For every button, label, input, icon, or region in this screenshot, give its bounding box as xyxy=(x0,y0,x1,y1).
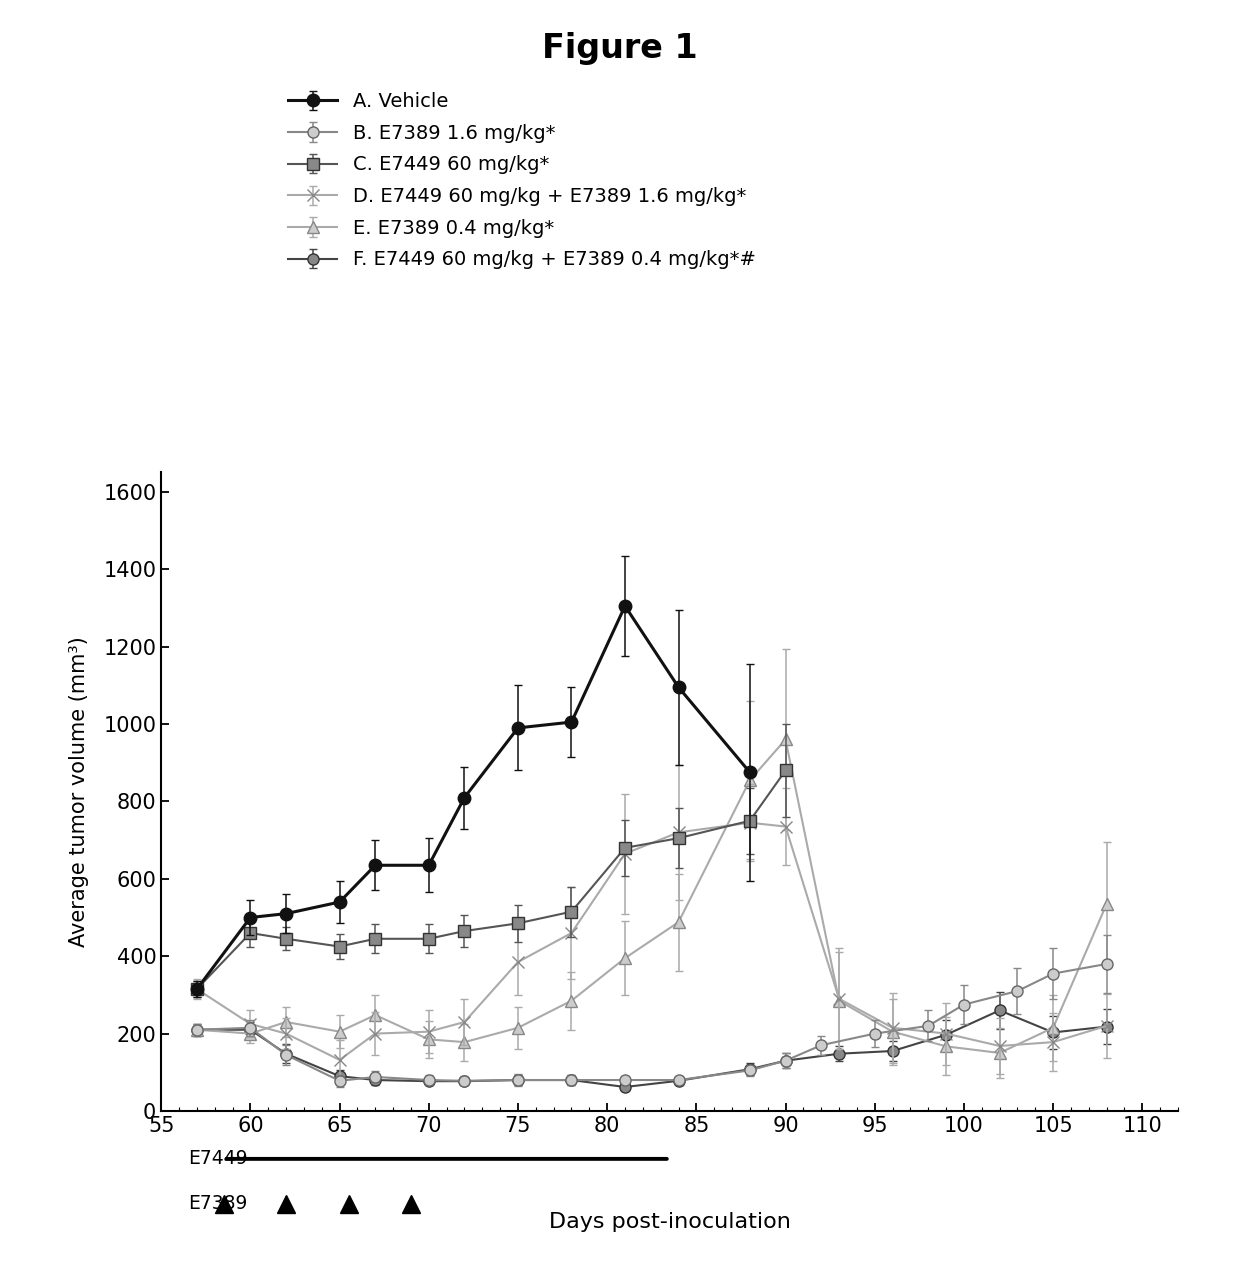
Text: Figure 1: Figure 1 xyxy=(542,32,698,65)
X-axis label: Days post-inoculation: Days post-inoculation xyxy=(548,1212,791,1232)
Y-axis label: Average tumor volume (mm³): Average tumor volume (mm³) xyxy=(69,636,89,948)
Text: E7389: E7389 xyxy=(188,1194,247,1213)
Text: E7449: E7449 xyxy=(188,1149,248,1168)
Legend: A. Vehicle, B. E7389 1.6 mg/kg*, C. E7449 60 mg/kg*, D. E7449 60 mg/kg + E7389 1: A. Vehicle, B. E7389 1.6 mg/kg*, C. E744… xyxy=(283,87,761,276)
